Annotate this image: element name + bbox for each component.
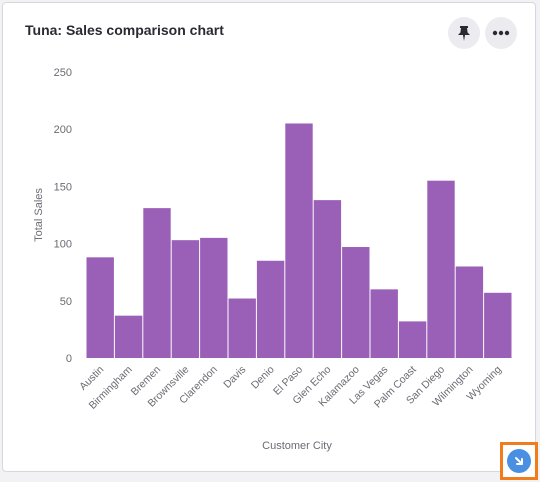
download-highlight	[500, 442, 538, 480]
bars	[86, 123, 512, 358]
bar-denio[interactable]	[256, 260, 285, 358]
x-axis: AustinBirminghamBremenBrownsvilleClarend…	[77, 363, 504, 411]
bar-brownsville[interactable]	[171, 240, 200, 358]
pin-icon	[458, 26, 470, 41]
bar-wyoming[interactable]	[484, 292, 512, 358]
bar-san-diego[interactable]	[427, 180, 455, 358]
y-tick-label: 0	[66, 353, 72, 365]
bar-el-paso[interactable]	[285, 123, 313, 358]
bar-kalamazoo[interactable]	[342, 247, 370, 358]
y-tick-label: 250	[54, 67, 72, 79]
bar-glen-echo[interactable]	[313, 200, 342, 358]
y-axis-title: Total Sales	[33, 188, 45, 242]
bar-bremen[interactable]	[143, 208, 171, 358]
download-arrow-icon	[515, 457, 523, 465]
bar-birmingham[interactable]	[114, 315, 143, 358]
bar-wilmington[interactable]	[455, 266, 484, 358]
bar-austin[interactable]	[86, 257, 114, 358]
pin-button[interactable]	[448, 17, 480, 49]
chart-title: Tuna: Sales comparison chart	[25, 22, 224, 38]
y-tick-label: 150	[54, 181, 72, 193]
y-tick-label: 50	[60, 296, 72, 308]
more-options-button[interactable]	[485, 17, 517, 49]
x-axis-title: Customer City	[262, 440, 332, 452]
bar-palm-coast[interactable]	[398, 321, 427, 358]
bar-davis[interactable]	[228, 298, 256, 358]
bar-clarendon[interactable]	[200, 237, 228, 358]
y-tick-label: 100	[54, 239, 72, 251]
y-axis: 0 50 100 150 200 250	[54, 67, 72, 365]
y-tick-label: 200	[54, 124, 72, 136]
download-button[interactable]	[507, 449, 531, 473]
bar-las-vegas[interactable]	[370, 289, 398, 358]
more-horizontal-icon	[492, 30, 510, 36]
x-tick-label: Davis	[221, 364, 248, 391]
